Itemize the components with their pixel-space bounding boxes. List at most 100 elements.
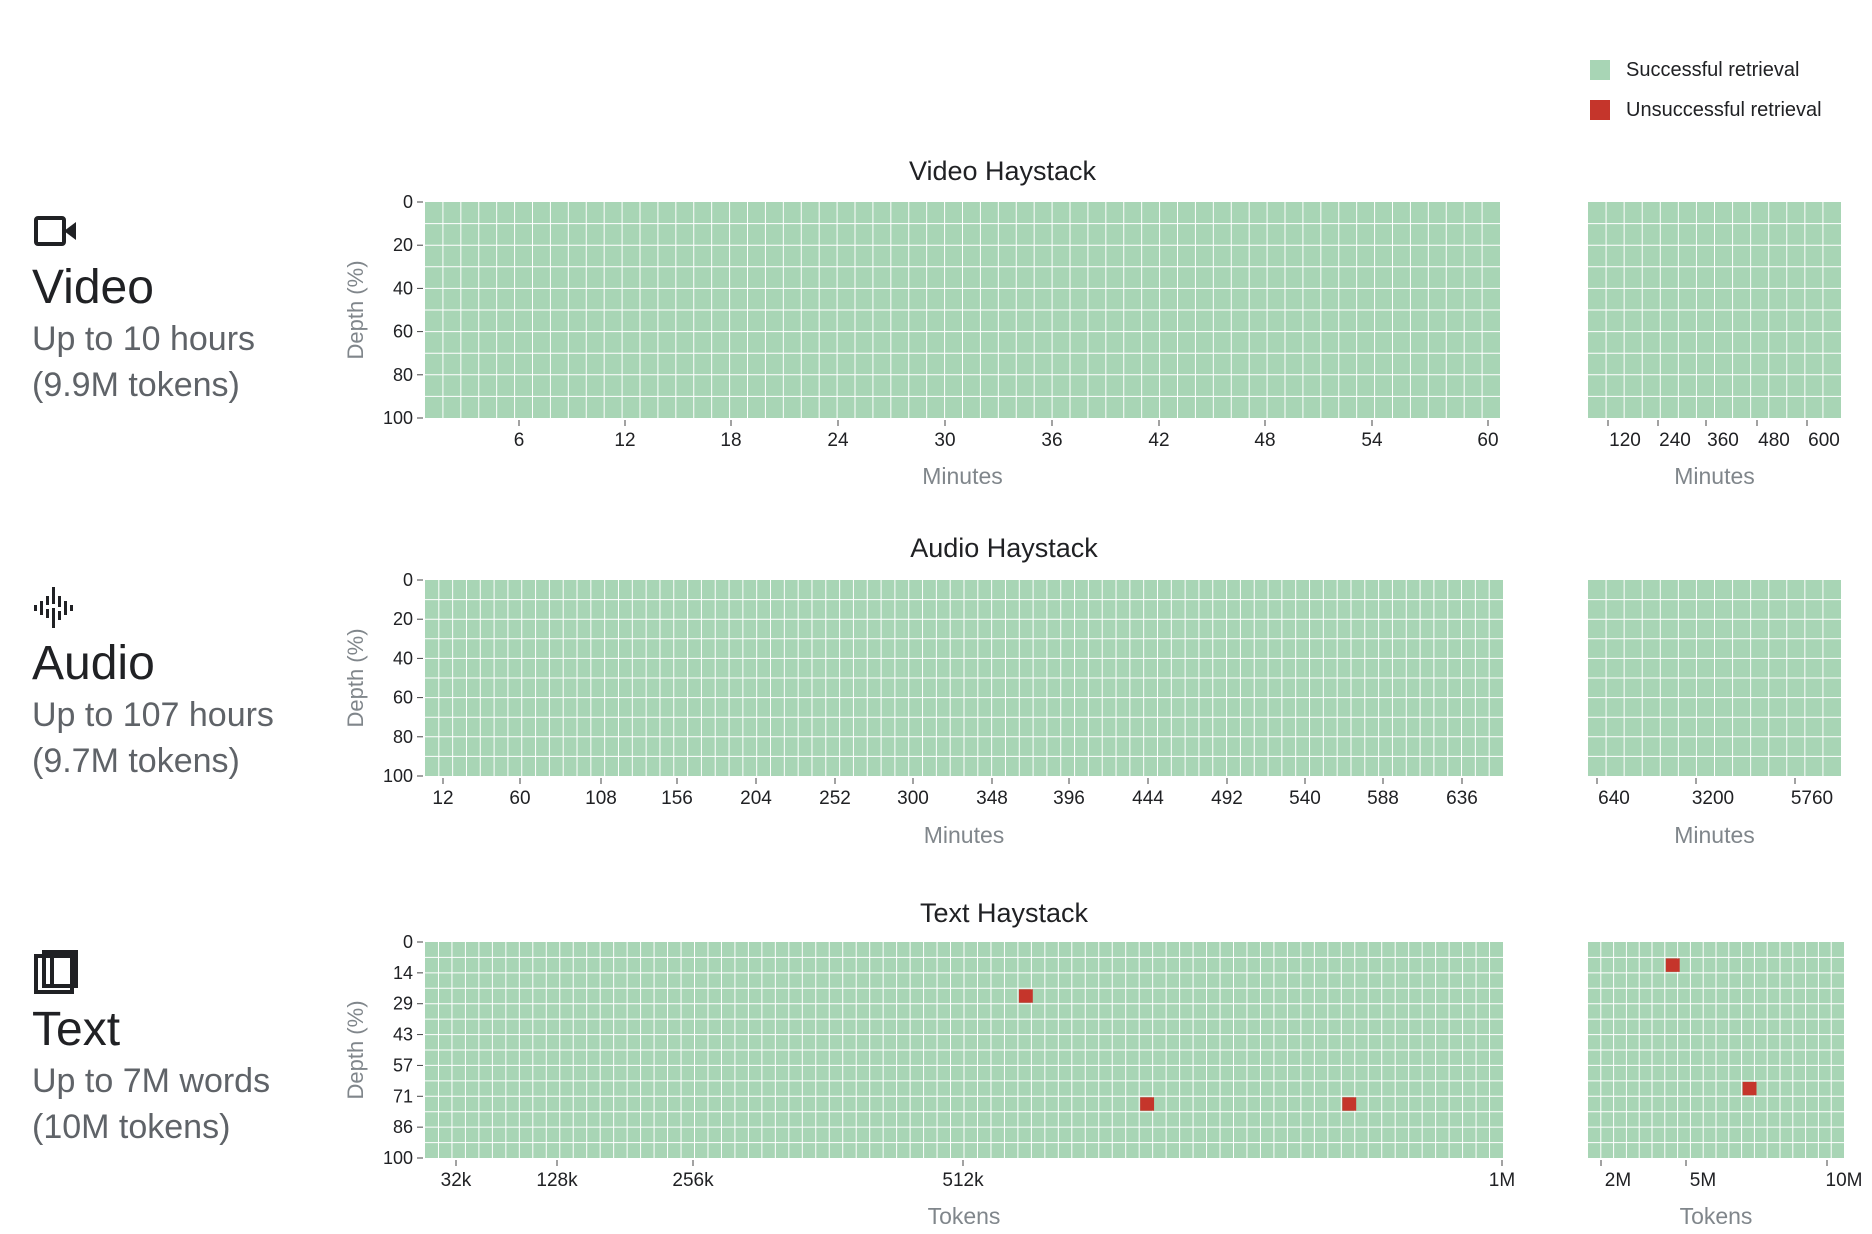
text-haystack-y-tick-label: 29 (393, 994, 413, 1014)
text-haystack-ext-x-tick-label: 10M (1826, 1170, 1863, 1191)
video-modality-label: Video Up to 10 hours (9.9M tokens) (32, 208, 332, 408)
video-camera-icon (34, 216, 76, 246)
text-haystack-title: Text Haystack (920, 898, 1089, 928)
video-haystack-y-tick-label: 20 (393, 235, 413, 255)
audio-haystack-main-x-tick-label: 588 (1367, 788, 1399, 809)
text-haystack-ext-x-tick-label: 2M (1605, 1170, 1631, 1191)
video-haystack-main-x-tick-label: 36 (1041, 430, 1062, 451)
text-tokens: (10M tokens) (32, 1108, 231, 1146)
video-title: Video (32, 261, 154, 314)
video-haystack-main-x-tick-label: 18 (720, 430, 741, 451)
text-modality-label: Text Up to 7M words (10M tokens) (32, 950, 332, 1150)
legend-fail: Unsuccessful retrieval (1590, 90, 1822, 130)
audio-haystack-y-axis-label: Depth (%) (343, 628, 368, 727)
audio-haystack-y-tick-label: 100 (383, 766, 413, 786)
audio-haystack-y-tick-label: 0 (403, 570, 413, 590)
text-haystack-y-tick-label: 14 (393, 963, 413, 983)
text-haystack-main-x-tick-label: 32k (441, 1170, 472, 1191)
text-haystack-main-failure-cell (1342, 1097, 1357, 1111)
video-haystack-y-tick-label: 40 (393, 278, 413, 298)
legend-fail-label: Unsuccessful retrieval (1626, 98, 1822, 121)
text-haystack-main-failure-cell (1018, 989, 1033, 1003)
text-haystack-ext-failure-cell (1742, 1081, 1757, 1096)
text-haystack-ext-x-tick-label: 5M (1690, 1170, 1716, 1191)
audio-haystack-main-x-tick-label: 156 (661, 788, 693, 809)
text-haystack-main-x-axis-label: Tokens (928, 1203, 1001, 1229)
video-haystack-y-tick-label: 0 (403, 192, 413, 212)
text-haystack-ext-failure-cell (1665, 958, 1680, 972)
video-haystack-main-x-tick-label: 24 (827, 430, 849, 451)
video-haystack-main-x-tick-label: 54 (1361, 430, 1383, 451)
video-haystack-main-x-tick-label: 30 (934, 430, 955, 451)
legend-fail-swatch (1590, 100, 1610, 120)
video-haystack-ext-x-tick-label: 240 (1659, 430, 1691, 451)
audio-title: Audio (32, 637, 155, 690)
text-haystack-main-x-tick-label: 512k (942, 1170, 984, 1191)
audio-haystack-main-x-tick-label: 348 (976, 788, 1008, 809)
audio-duration: Up to 107 hours (32, 696, 274, 734)
video-haystack-ext-x-tick-label: 360 (1707, 430, 1739, 451)
video-haystack-ext-x-tick-label: 120 (1609, 430, 1641, 451)
text-words: Up to 7M words (32, 1062, 271, 1100)
video-haystack-main-x-tick-label: 6 (514, 430, 525, 451)
audio-haystack-title: Audio Haystack (910, 533, 1098, 563)
text-haystack-y-tick-label: 71 (393, 1086, 413, 1106)
audio-haystack-main-x-tick-label: 60 (509, 788, 530, 809)
audio-haystack-main-x-tick-label: 252 (819, 788, 851, 809)
text-haystack-ext-x-axis-label: Tokens (1680, 1203, 1753, 1229)
video-duration: Up to 10 hours (32, 320, 256, 358)
video-haystack-ext-x-tick-label: 600 (1808, 430, 1840, 451)
legend-success-label: Successful retrieval (1626, 58, 1800, 81)
audio-haystack-ext-x-axis-label: Minutes (1674, 822, 1755, 848)
text-haystack-main-x-tick-label: 256k (672, 1170, 714, 1191)
video-haystack-main-x-axis-label: Minutes (922, 463, 1003, 489)
audio-haystack-y-tick-label: 20 (393, 609, 413, 629)
audio-haystack-main-x-tick-label: 492 (1211, 788, 1243, 809)
text-haystack-y-tick-label: 0 (403, 932, 413, 952)
audio-haystack-main-x-tick-label: 636 (1446, 788, 1478, 809)
audio-haystack-y-tick-label: 60 (393, 688, 413, 708)
video-haystack-main-x-tick-label: 42 (1148, 430, 1169, 451)
audio-tokens: (9.7M tokens) (32, 742, 240, 780)
audio-modality-label: Audio Up to 107 hours (9.7M tokens) (32, 584, 332, 784)
audio-haystack-y-tick-label: 80 (393, 727, 413, 747)
text-haystack-y-tick-label: 86 (393, 1117, 413, 1137)
audio-haystack-ext-x-tick-label: 3200 (1692, 788, 1734, 809)
audio-haystack-main-x-tick-label: 396 (1053, 788, 1085, 809)
audio-haystack-main-x-tick-label: 540 (1289, 788, 1321, 809)
text-title: Text (32, 1003, 121, 1056)
video-haystack-main-x-tick-label: 12 (614, 430, 635, 451)
text-haystack-y-tick-label: 43 (393, 1025, 413, 1045)
audio-haystack-ext-x-tick-label: 5760 (1791, 788, 1833, 809)
text-haystack-main-x-tick-label: 1M (1489, 1170, 1515, 1191)
book-icon (34, 950, 78, 994)
video-haystack-y-tick-label: 100 (383, 408, 413, 428)
text-haystack-y-axis-label: Depth (%) (343, 1000, 368, 1099)
video-haystack-y-tick-label: 80 (393, 365, 413, 385)
audio-haystack-main-x-axis-label: Minutes (924, 822, 1005, 848)
video-haystack-main-x-tick-label: 60 (1477, 430, 1498, 451)
audio-haystack-main-x-tick-label: 12 (432, 788, 453, 809)
audio-haystack-main-x-tick-label: 108 (585, 788, 617, 809)
audio-haystack-ext-x-tick-label: 640 (1598, 788, 1630, 809)
text-haystack-main-x-tick-label: 128k (536, 1170, 578, 1191)
video-haystack-ext-x-axis-label: Minutes (1674, 463, 1755, 489)
video-tokens: (9.9M tokens) (32, 366, 240, 404)
legend-success-swatch (1590, 60, 1610, 80)
legend-success: Successful retrieval (1590, 50, 1822, 90)
video-haystack-ext-x-tick-label: 480 (1758, 430, 1790, 451)
legend: Successful retrieval Unsuccessful retrie… (1590, 50, 1822, 130)
audio-haystack-main-x-tick-label: 204 (740, 788, 772, 809)
text-haystack-main-failure-cell (1140, 1097, 1155, 1111)
video-haystack-y-tick-label: 60 (393, 322, 413, 342)
text-haystack-y-tick-label: 57 (393, 1055, 413, 1075)
video-haystack-main-x-tick-label: 48 (1254, 430, 1275, 451)
text-haystack-y-tick-label: 100 (383, 1148, 413, 1168)
audio-waveform-icon (34, 587, 73, 628)
audio-haystack-main-x-tick-label: 444 (1132, 788, 1164, 809)
audio-haystack-main-x-tick-label: 300 (897, 788, 929, 809)
video-haystack-title: Video Haystack (909, 156, 1097, 186)
audio-haystack-y-tick-label: 40 (393, 648, 413, 668)
